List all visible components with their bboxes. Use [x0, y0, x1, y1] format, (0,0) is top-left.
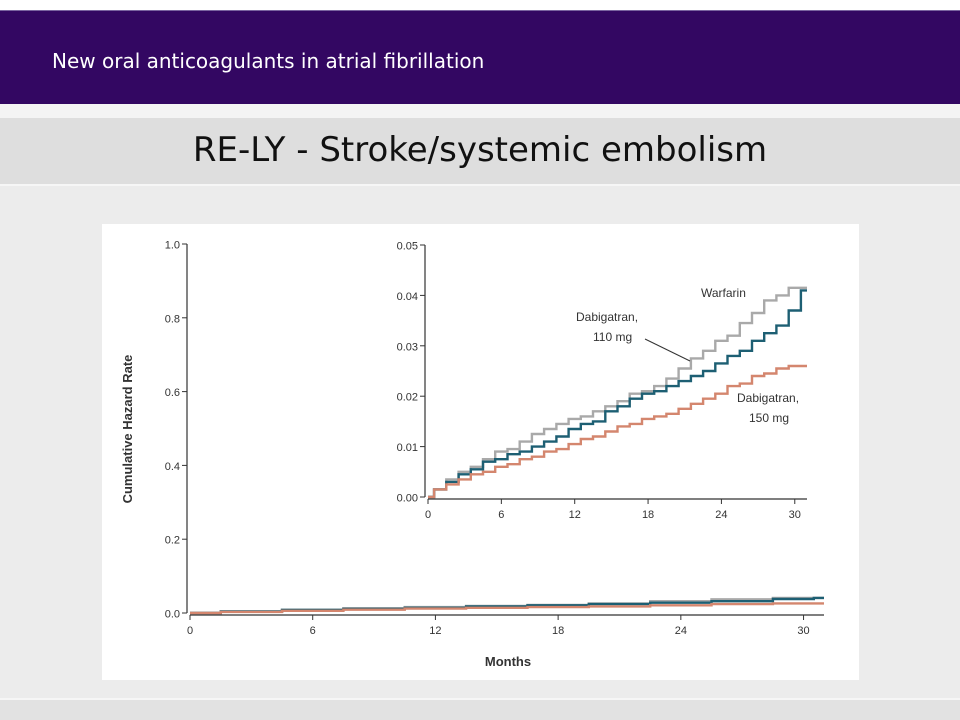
main-x-tick-label: 30	[797, 625, 809, 637]
header-bar: New oral anticoagulants in atrial fibril…	[0, 10, 960, 104]
chart-svg: 0 6 12 18 24 30 0.0 0.2 0.4 0.6 0.8 1.0 Months Cumula…	[120, 240, 824, 669]
inset-x-tick-label: 6	[498, 509, 504, 521]
inset-y-tick-label: 0.01	[397, 442, 418, 454]
annotation-dab110-leader	[644, 338, 691, 362]
main-y-tick-label: 0.0	[165, 609, 180, 621]
header-gap	[0, 104, 960, 118]
annotation-dab150-line2: 150 mg	[749, 411, 789, 425]
header-subtitle: New oral anticoagulants in atrial fibril…	[52, 49, 485, 73]
main-y-tick-label: 0.2	[165, 535, 180, 547]
main-x-tick-label: 24	[675, 625, 687, 637]
chart-panel: 0 6 12 18 24 30 0.0 0.2 0.4 0.6 0.8 1.0 Months Cumula…	[102, 224, 859, 680]
main-x-label: Months	[485, 654, 531, 669]
main-y-tick-label: 0.4	[165, 461, 180, 473]
inset-y-tick-label: 0.04	[397, 291, 418, 303]
inset-series-dab150	[428, 364, 807, 499]
inset-y-tick-label: 0.02	[397, 392, 418, 404]
main-y-tick-label: 1.0	[165, 240, 180, 252]
main-x-tick-label: 6	[310, 625, 316, 637]
slide-title: RE-LY - Stroke/systemic embolism	[192, 130, 768, 170]
main-x-tick-label: 18	[552, 625, 564, 637]
bottom-strip	[0, 698, 960, 720]
main-x-tick-label: 12	[429, 625, 441, 637]
inset-series-dab110	[428, 289, 807, 499]
inset-x-tick-label: 30	[789, 509, 801, 521]
inset-y-tick-label: 0.00	[397, 493, 418, 505]
main-x-tick-label: 0	[187, 625, 193, 637]
main-y-tick-label: 0.6	[165, 387, 180, 399]
inset-x-tick-label: 18	[642, 509, 654, 521]
inset-x-tick-label: 0	[425, 509, 431, 521]
inset-x-tick-label: 12	[569, 509, 581, 521]
inset-y-tick-label: 0.05	[397, 241, 418, 253]
inset-y-tick-label: 0.03	[397, 341, 418, 353]
main-y-tick-label: 0.8	[165, 313, 180, 325]
annotation-warfarin: Warfarin	[701, 286, 746, 300]
title-bar: RE-LY - Stroke/systemic embolism	[0, 118, 960, 186]
top-edge	[0, 0, 960, 10]
main-y-label: Cumulative Hazard Rate	[120, 355, 135, 504]
inset-x-tick-label: 24	[715, 509, 727, 521]
annotation-dab150-line1: Dabigatran,	[737, 391, 799, 405]
annotation-dab110-line2: 110 mg	[593, 330, 632, 344]
main-series-dab150	[190, 602, 824, 615]
annotation-dab110-line1: Dabigatran,	[576, 310, 638, 324]
